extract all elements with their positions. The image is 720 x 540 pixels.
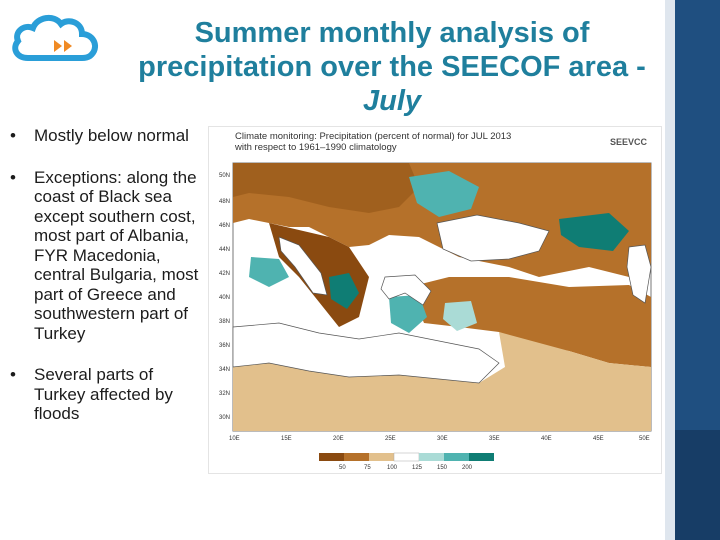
wet-blacksea-north: [409, 171, 479, 217]
bullet-text: Exceptions: along the coast of Black sea…: [34, 167, 199, 343]
longitude-labels: 10E 15E 20E 25E 30E 35E 40E 45E 50E: [229, 436, 650, 442]
legend-label: 125: [412, 465, 423, 471]
black-sea: [436, 214, 550, 262]
legend-swatch: [344, 453, 369, 461]
lon-label: 40E: [541, 436, 552, 442]
map-header: Climate monitoring: Precipitation (perce…: [235, 131, 535, 153]
lon-label: 20E: [333, 436, 344, 442]
precipitation-map: 50N 48N 46N 44N 42N 40N 38N 36N 34N 32N …: [219, 162, 652, 471]
legend-swatch: [419, 453, 444, 461]
bullet-list: • Mostly below normal • Exceptions: along …: [8, 126, 208, 446]
lon-label: 50E: [639, 436, 650, 442]
lat-label: 44N: [219, 247, 230, 253]
lon-label: 35E: [489, 436, 500, 442]
cloud-logo-icon: [12, 14, 99, 61]
sidebar-strip: [665, 0, 675, 540]
lat-label: 48N: [219, 199, 230, 205]
land-turkey-dry: [409, 277, 651, 367]
bullet-item: • Exceptions: along the coast of Black se…: [8, 168, 208, 344]
map-legend: 50 75 100 125 150 200: [319, 452, 494, 471]
title-line-2: precipitation over the SEECOF area -: [138, 51, 646, 83]
lon-label: 45E: [593, 436, 604, 442]
bullet-item: • Several parts of Turkey affected by flo…: [8, 365, 208, 424]
legend-label: 100: [387, 465, 398, 471]
latitude-labels: 50N 48N 46N 44N 42N 40N 38N 36N 34N 32N …: [219, 173, 230, 421]
wet-balkans-coast: [249, 257, 289, 287]
map-header-line-1: Climate monitoring: Precipitation (perce…: [235, 131, 512, 142]
land-north-dry: [233, 163, 419, 213]
caspian-sea: [626, 244, 652, 304]
lon-label: 15E: [281, 436, 292, 442]
lat-label: 50N: [219, 173, 230, 179]
lat-label: 46N: [219, 223, 230, 229]
lat-label: 32N: [219, 391, 230, 397]
bullet-text: Several parts of Turkey affected by floo…: [34, 365, 173, 423]
legend-label: 50: [339, 465, 346, 471]
bullet-text: Mostly below normal: [34, 126, 189, 145]
sidebar-block: [675, 430, 720, 540]
lat-label: 38N: [219, 319, 230, 325]
map-logo: SEEVCC: [610, 137, 647, 147]
legend-label: 75: [364, 465, 371, 471]
map-header-line-2: with respect to 1961–1990 climatology: [235, 142, 397, 153]
legend-swatch: [393, 452, 420, 462]
legend-swatch: [319, 453, 344, 461]
wet-greece: [389, 295, 427, 333]
bullet-marker: •: [10, 126, 16, 145]
bullet-item: • Mostly below normal: [8, 126, 208, 146]
aegean-sea: [380, 274, 432, 306]
lat-label: 30N: [219, 415, 230, 421]
lat-label: 42N: [219, 271, 230, 277]
legend-label: 200: [462, 465, 473, 471]
lat-label: 34N: [219, 367, 230, 373]
land-africa-slightdry: [233, 363, 509, 431]
slide-title: Summer monthly analysis of precipitation…: [112, 16, 672, 118]
wet-albania: [329, 273, 359, 309]
mediterranean-sea: [232, 322, 500, 384]
legend-swatch: [369, 453, 394, 461]
wet-georgia: [559, 213, 629, 251]
legend-label: 150: [437, 465, 448, 471]
title-line-3: July: [362, 85, 422, 117]
legend-swatch: [469, 453, 494, 461]
bullet-marker: •: [10, 167, 16, 187]
slide-sidebar: [665, 0, 720, 540]
wet-turkey-sw: [443, 301, 477, 331]
lon-label: 25E: [385, 436, 396, 442]
legend-swatch: [444, 453, 469, 461]
lon-label: 10E: [229, 436, 240, 442]
title-line-1: Summer monthly analysis of: [194, 17, 590, 49]
lon-label: 30E: [437, 436, 448, 442]
lat-label: 40N: [219, 295, 230, 301]
lat-label: 36N: [219, 343, 230, 349]
map-logo-text: SEEVCC: [609, 137, 647, 147]
adriatic-sea: [278, 236, 328, 296]
precipitation-map-figure: Climate monitoring: Precipitation (perce…: [208, 126, 662, 474]
bullet-marker: •: [10, 365, 16, 384]
land-levant-slightdry: [499, 332, 651, 431]
